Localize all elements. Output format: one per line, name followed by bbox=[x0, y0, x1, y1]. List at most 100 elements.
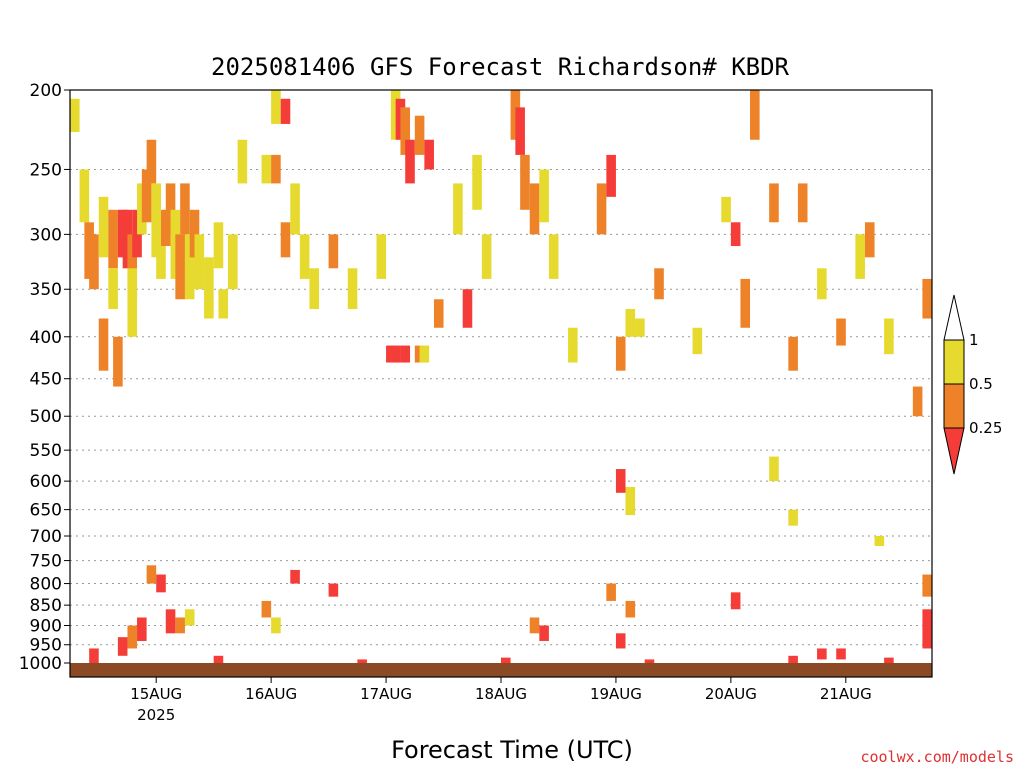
heatmap-cell bbox=[654, 268, 664, 300]
heatmap-cell bbox=[874, 536, 885, 547]
heatmap-cell bbox=[165, 183, 176, 235]
y-tick-label: 950 bbox=[30, 636, 62, 656]
heatmap-cell bbox=[328, 583, 339, 597]
x-axis-label: Forecast Time (UTC) bbox=[391, 736, 633, 764]
heatmap-cell bbox=[424, 139, 434, 170]
heatmap-cell bbox=[721, 196, 731, 223]
heatmap-cell bbox=[481, 234, 492, 279]
heatmap-cell bbox=[568, 327, 578, 363]
heatmap-cell bbox=[922, 574, 932, 597]
heatmap-cell bbox=[127, 625, 138, 649]
heatmap-cell bbox=[309, 268, 320, 310]
heatmap-cell bbox=[740, 278, 751, 328]
credit-text: coolwx.com/models bbox=[860, 748, 1014, 766]
heatmap-cell bbox=[328, 234, 339, 269]
y-tick-label: 550 bbox=[30, 441, 62, 461]
x-tick-label: 21AUG bbox=[820, 685, 872, 703]
colorbar-bottom-arrow bbox=[943, 427, 965, 475]
y-tick-label: 500 bbox=[30, 407, 62, 427]
heatmap-cell bbox=[615, 336, 626, 371]
heatmap-cell bbox=[141, 169, 152, 223]
colorbar-label-1: 1 bbox=[969, 331, 979, 349]
heatmap-cell bbox=[912, 386, 923, 417]
heatmap-cell bbox=[836, 318, 846, 346]
colorbar: 1 0.5 0.25 bbox=[943, 294, 1002, 475]
heatmap-cell bbox=[730, 222, 741, 247]
plot-background bbox=[70, 90, 932, 677]
colorbar-bin-orange bbox=[943, 383, 965, 429]
heatmap-cell bbox=[855, 234, 865, 279]
heatmap-cell bbox=[606, 154, 616, 197]
heatmap-cell bbox=[280, 98, 291, 124]
y-tick-label: 850 bbox=[30, 596, 62, 616]
heatmap-cell bbox=[184, 234, 195, 300]
heatmap-cell bbox=[788, 655, 798, 663]
heatmap-cell bbox=[529, 617, 540, 634]
heatmap-cell bbox=[414, 345, 425, 363]
heatmap-cell bbox=[79, 169, 90, 223]
heatmap-cell bbox=[98, 318, 109, 371]
y-tick-label: 200 bbox=[30, 81, 62, 101]
heatmap-cell bbox=[390, 345, 401, 363]
heatmap-cell bbox=[261, 154, 272, 184]
x-tick-sublabel: 2025 bbox=[137, 706, 175, 724]
heatmap-cell bbox=[280, 222, 291, 258]
y-tick-label: 1000 bbox=[19, 654, 62, 674]
heatmap-cell bbox=[400, 107, 411, 155]
heatmap-cell bbox=[108, 209, 118, 269]
heatmap-cell bbox=[108, 268, 118, 310]
heatmap-cell bbox=[864, 222, 875, 258]
x-tick-label: 19AUG bbox=[590, 685, 642, 703]
heatmap-cell bbox=[596, 183, 607, 235]
chart-title: 2025081406 GFS Forecast Richardson# KBDR bbox=[211, 53, 790, 81]
heatmap-cell bbox=[89, 648, 99, 663]
heatmap-cell bbox=[213, 655, 224, 663]
heatmap-cell bbox=[520, 154, 530, 210]
heatmap-cell bbox=[692, 327, 703, 355]
heatmap-cell bbox=[146, 565, 157, 584]
heatmap-cell bbox=[137, 617, 147, 641]
x-tick-label: 15AUG bbox=[130, 685, 182, 703]
y-tick-label: 450 bbox=[30, 370, 62, 390]
y-tick-label: 350 bbox=[30, 280, 62, 300]
ground-layer bbox=[70, 663, 932, 677]
heatmap-cell bbox=[750, 90, 760, 140]
heatmap-cell bbox=[539, 625, 549, 641]
heatmap-cell bbox=[165, 609, 176, 634]
heatmap-cell bbox=[884, 318, 894, 355]
heatmap-cell bbox=[271, 90, 281, 124]
heatmap-cell bbox=[127, 234, 138, 300]
heatmap-cell bbox=[132, 209, 142, 258]
heatmap-cell bbox=[625, 600, 636, 618]
heatmap-cell bbox=[548, 234, 559, 279]
heatmap-cell bbox=[290, 183, 300, 235]
heatmap-cell bbox=[376, 234, 387, 279]
heatmap-cell bbox=[70, 98, 80, 132]
heatmap-cell bbox=[357, 659, 367, 663]
y-tick-label: 650 bbox=[30, 501, 62, 521]
colorbar-bin-yellow bbox=[943, 339, 965, 385]
y-tick-label: 250 bbox=[30, 160, 62, 180]
colorbar-label-0.5: 0.5 bbox=[969, 375, 993, 393]
heatmap-cell bbox=[529, 183, 540, 235]
y-tick-label: 800 bbox=[30, 575, 62, 595]
heatmap-cell bbox=[184, 609, 195, 626]
x-axis-ticks: 15AUG 2025 16AUG 17AUG 18AUG 19AUG 20AUG 21AUG bbox=[130, 677, 872, 724]
heatmap-cell bbox=[817, 648, 827, 660]
heatmap-cell bbox=[615, 633, 626, 649]
heatmap-cell bbox=[228, 234, 238, 290]
heatmap-cell bbox=[884, 657, 894, 663]
heatmap-cell bbox=[290, 569, 300, 584]
heatmap-cell bbox=[127, 268, 138, 337]
heatmap-cell bbox=[769, 183, 779, 223]
heatmap-cell bbox=[788, 336, 798, 371]
heatmap-cell bbox=[606, 583, 616, 601]
y-tick-label: 900 bbox=[30, 616, 62, 636]
heatmap-cell bbox=[180, 183, 190, 235]
y-tick-label: 700 bbox=[30, 527, 62, 547]
heatmap-cell bbox=[797, 183, 808, 223]
heatmap-cell bbox=[204, 257, 214, 319]
heatmap-cell bbox=[515, 107, 525, 155]
heatmap-cell bbox=[237, 139, 248, 184]
